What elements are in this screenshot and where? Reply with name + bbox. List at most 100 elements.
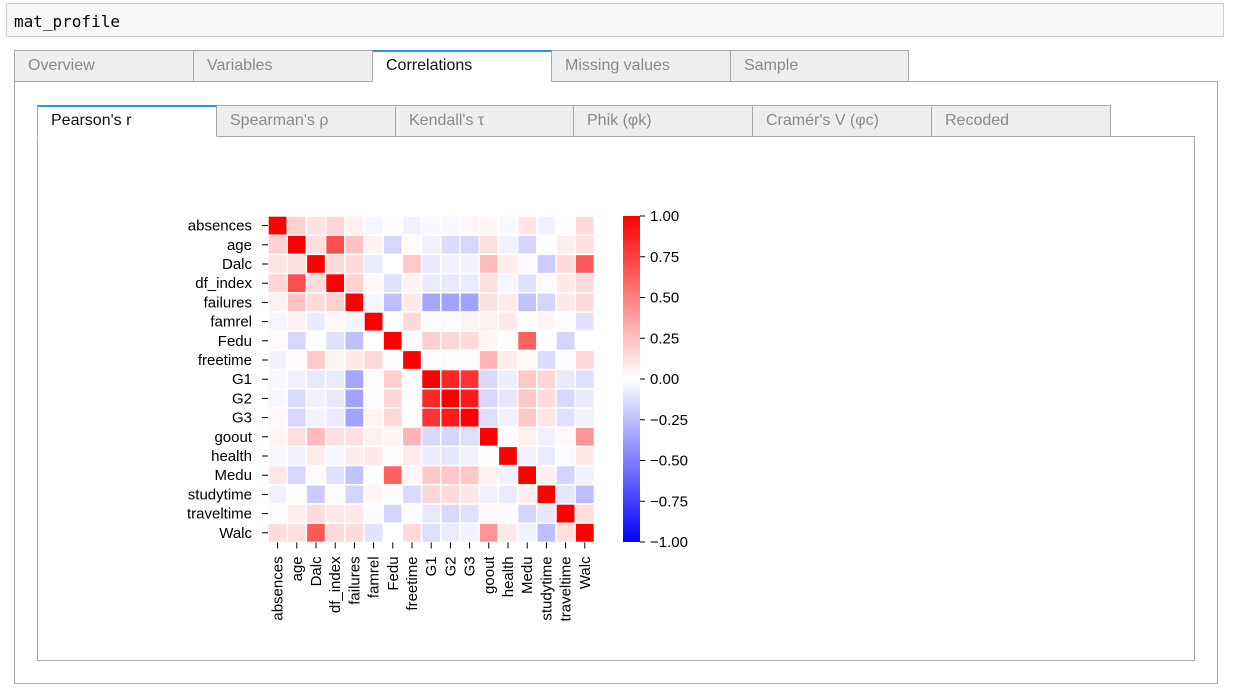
colorbar-tick-label: 0.75: [650, 249, 679, 266]
heatmap-cell-studytime-Walc: [574, 484, 596, 505]
heatmap-cell-age-famrel: [363, 234, 384, 256]
heatmap-cell-Medu-age: [286, 464, 308, 486]
heatmap-cell-failures-goout: [478, 292, 500, 313]
colorbar: [623, 216, 640, 542]
heatmap-cell-age-health: [497, 234, 519, 256]
heatmap-cell-absences-Dalc: [305, 215, 327, 236]
heatmap-cell-failures-absences: [267, 292, 288, 313]
heatmap-cell-Walc-studytime: [536, 522, 557, 544]
heatmap-cell-age-age: [286, 234, 308, 256]
heatmap-cell-G1-Dalc: [305, 368, 327, 390]
heatmap-cell-traveltime-G3: [459, 503, 480, 524]
y-tick-label-Medu: Medu: [214, 467, 252, 484]
heatmap-cell-G1-Walc: [574, 368, 596, 390]
heatmap-cell-freetime-df_index: [324, 349, 346, 371]
heatmap-cell-traveltime-failures: [344, 503, 365, 524]
heatmap-cell-Dalc-Dalc: [305, 253, 327, 275]
tab-correlations[interactable]: Correlations: [372, 50, 552, 82]
heatmap-cell-Fedu-G3: [459, 330, 480, 352]
tab-spearman[interactable]: Spearman's ρ: [216, 105, 396, 137]
tab-phik[interactable]: Phik (φk): [573, 105, 753, 137]
x-tick-label-Dalc: Dalc: [308, 556, 325, 587]
heatmap-cell-Fedu-traveltime: [555, 330, 576, 352]
heatmap-cell-Fedu-health: [497, 330, 519, 352]
tab-variables[interactable]: Variables: [193, 50, 373, 82]
tab-kendall[interactable]: Kendall's τ: [395, 105, 574, 137]
heatmap-cell-studytime-df_index: [324, 484, 346, 505]
x-tick-label-G2: G2: [442, 556, 459, 576]
y-tick-label-Walc: Walc: [219, 525, 252, 542]
y-tick-label-goout: goout: [214, 429, 252, 446]
heatmap-cell-absences-goout: [478, 215, 500, 236]
tab-overview[interactable]: Overview: [14, 50, 194, 82]
heatmap-cell-Fedu-Walc: [574, 330, 596, 352]
heatmap-cell-df_index-absences: [267, 272, 288, 294]
heatmap-cell-Walc-goout: [478, 522, 500, 544]
heatmap-cell-Walc-health: [497, 522, 519, 544]
tab-recoded[interactable]: Recoded: [931, 105, 1111, 137]
heatmap-cell-absences-traveltime: [555, 215, 576, 236]
heatmap-cell-Medu-famrel: [363, 464, 384, 486]
heatmap-cell-goout-failures: [344, 426, 365, 448]
code-cell-input[interactable]: mat_profile: [6, 3, 1224, 37]
heatmap-cell-df_index-Walc: [574, 272, 596, 294]
heatmap-cell-df_index-famrel: [363, 272, 384, 294]
heatmap-cell-G2-absences: [267, 388, 288, 409]
heatmap-cell-famrel-famrel: [363, 311, 384, 332]
heatmap-cell-famrel-studytime: [536, 311, 557, 332]
heatmap-cell-goout-Medu: [516, 426, 538, 448]
heatmap-cell-G1-studytime: [536, 368, 557, 390]
heatmap-cell-G3-age: [286, 407, 308, 428]
x-tick-label-goout: goout: [481, 556, 498, 594]
heatmap-cell-health-G2: [440, 445, 461, 467]
heatmap-cell-G2-studytime: [536, 388, 557, 409]
tab-sample[interactable]: Sample: [730, 50, 909, 82]
tab-pearson[interactable]: Pearson's r: [37, 105, 217, 137]
heatmap-cell-Fedu-Dalc: [305, 330, 327, 352]
heatmap-cell-Dalc-G1: [420, 253, 442, 275]
heatmap-cell-G1-age: [286, 368, 308, 390]
heatmap-cell-Fedu-freetime: [401, 330, 423, 352]
heatmap-cell-absences-failures: [344, 215, 365, 236]
y-tick-label-G1: G1: [232, 371, 252, 388]
heatmap-cell-goout-Fedu: [382, 426, 404, 448]
heatmap-cell-freetime-famrel: [363, 349, 384, 371]
heatmap-cell-freetime-G1: [420, 349, 442, 371]
heatmap-cell-age-G3: [459, 234, 480, 256]
heatmap-cell-Dalc-failures: [344, 253, 365, 275]
heatmap-cell-Medu-G1: [420, 464, 442, 486]
x-tick-label-failures: failures: [346, 556, 363, 604]
heatmap-cell-Fedu-G1: [420, 330, 442, 352]
heatmap-cell-freetime-G2: [440, 349, 461, 371]
heatmap-cell-G1-G2: [440, 368, 461, 390]
heatmap-cell-freetime-Fedu: [382, 349, 404, 371]
y-tick-label-famrel: famrel: [210, 314, 252, 331]
heatmap-cell-absences-Medu: [516, 215, 538, 236]
heatmap-cell-famrel-traveltime: [555, 311, 576, 332]
heatmap-cell-Dalc-absences: [267, 253, 288, 275]
heatmap-cell-Fedu-goout: [478, 330, 500, 352]
heatmap-cell-studytime-goout: [478, 484, 500, 505]
heatmap-cell-G3-famrel: [363, 407, 384, 428]
heatmap-cell-health-freetime: [401, 445, 423, 467]
heatmap-cell-age-Dalc: [305, 234, 327, 256]
heatmap-cell-goout-health: [497, 426, 519, 448]
heatmap-cell-G1-health: [497, 368, 519, 390]
heatmap-cell-df_index-G2: [440, 272, 461, 294]
heatmap-cell-health-Walc: [574, 445, 596, 467]
heatmap-cell-Dalc-df_index: [324, 253, 346, 275]
colorbar-tick-label: −0.50: [650, 453, 688, 470]
heatmap-cell-Walc-absences: [267, 522, 288, 544]
heatmap-cell-Medu-absences: [267, 464, 288, 486]
heatmap-cell-goout-famrel: [363, 426, 384, 448]
heatmap-cell-Walc-G3: [459, 522, 480, 544]
heatmap-cell-Walc-Dalc: [305, 522, 327, 544]
heatmap-cell-failures-G2: [440, 292, 461, 313]
heatmap-cell-absences-Fedu: [382, 215, 404, 236]
heatmap-cell-famrel-Fedu: [382, 311, 404, 332]
x-tick-label-famrel: famrel: [366, 556, 383, 598]
heatmap-cell-absences-G3: [459, 215, 480, 236]
y-tick-label-df_index: df_index: [195, 275, 252, 292]
tab-missing-values[interactable]: Missing values: [551, 50, 731, 82]
